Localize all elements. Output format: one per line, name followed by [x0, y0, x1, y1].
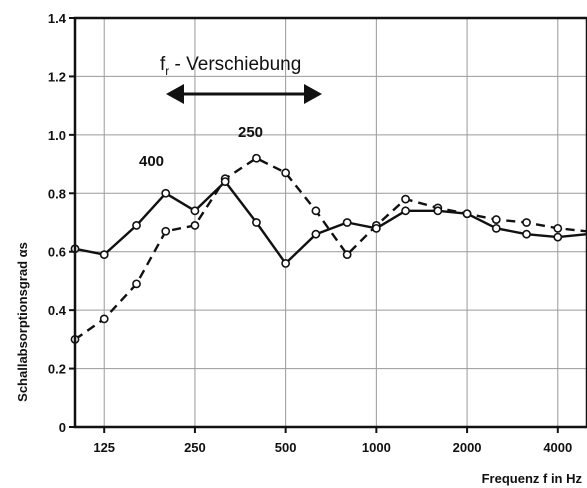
x-tick-label: 250	[184, 440, 206, 455]
y-tick-label: 0.4	[48, 303, 67, 318]
plot-frame	[73, 16, 587, 429]
data-point	[342, 218, 352, 227]
data-point	[132, 221, 141, 230]
y-axis-title: Schallabsorptionsgrad αs	[15, 242, 30, 402]
data-point	[462, 209, 472, 219]
y-tick-label: 0.2	[48, 362, 66, 377]
y-tick-label: 1.4	[48, 11, 67, 26]
y-tick-label: 0	[59, 420, 66, 435]
x-tick-labels: 125 250 500 1000 2000 4000	[93, 440, 572, 455]
data-point	[99, 250, 109, 260]
data-point	[401, 206, 410, 216]
series-solid	[70, 177, 587, 268]
data-point	[491, 223, 501, 233]
x-tick-label: 2000	[453, 440, 482, 455]
data-point	[311, 206, 321, 216]
data-point	[553, 223, 563, 233]
x-axis-title: Frequenz f in Hz	[482, 471, 583, 486]
data-point	[281, 258, 291, 268]
data-point	[190, 221, 200, 230]
data-point	[220, 177, 230, 186]
data-point	[190, 206, 200, 216]
data-point	[281, 168, 291, 178]
x-tick-label: 500	[275, 440, 297, 455]
annotation-250: 250	[238, 124, 263, 141]
y-tick-label: 1.2	[48, 69, 66, 84]
data-point	[371, 223, 381, 233]
data-point	[252, 153, 261, 163]
shift-annotation-text: - Verschiebung	[169, 54, 301, 75]
shift-annotation-f: f	[160, 54, 166, 75]
series-line	[74, 156, 587, 341]
data-point	[553, 232, 563, 242]
data-point	[311, 229, 321, 239]
data-point	[401, 194, 410, 204]
shift-annotation-sub: r	[165, 64, 169, 78]
x-tick-label: 1000	[362, 440, 391, 455]
data-point	[161, 188, 171, 198]
data-point	[522, 218, 531, 227]
x-tick-label: 125	[93, 440, 115, 455]
data-point	[342, 250, 352, 260]
series-line	[74, 180, 587, 265]
y-tick-label: 0.8	[48, 186, 66, 201]
annotation-400: 400	[139, 153, 164, 170]
grid	[69, 17, 587, 433]
data-point	[99, 314, 109, 324]
x-tick-label: 4000	[543, 440, 572, 455]
y-tick-labels: 0 0.2 0.4 0.6 0.8 1.0 1.2 1.4	[48, 11, 67, 435]
data-point	[522, 229, 531, 239]
data-point	[161, 226, 171, 236]
series-layer	[70, 153, 587, 344]
data-point	[433, 206, 443, 216]
shift-annotation-label: fr - Verschiebung	[160, 54, 301, 78]
double-arrow	[166, 84, 322, 104]
data-point	[132, 279, 141, 289]
y-tick-label: 1.0	[48, 128, 66, 143]
series-dashed	[70, 153, 587, 344]
y-tick-label: 0.6	[48, 245, 66, 260]
data-point	[491, 215, 501, 224]
data-point	[252, 218, 261, 227]
